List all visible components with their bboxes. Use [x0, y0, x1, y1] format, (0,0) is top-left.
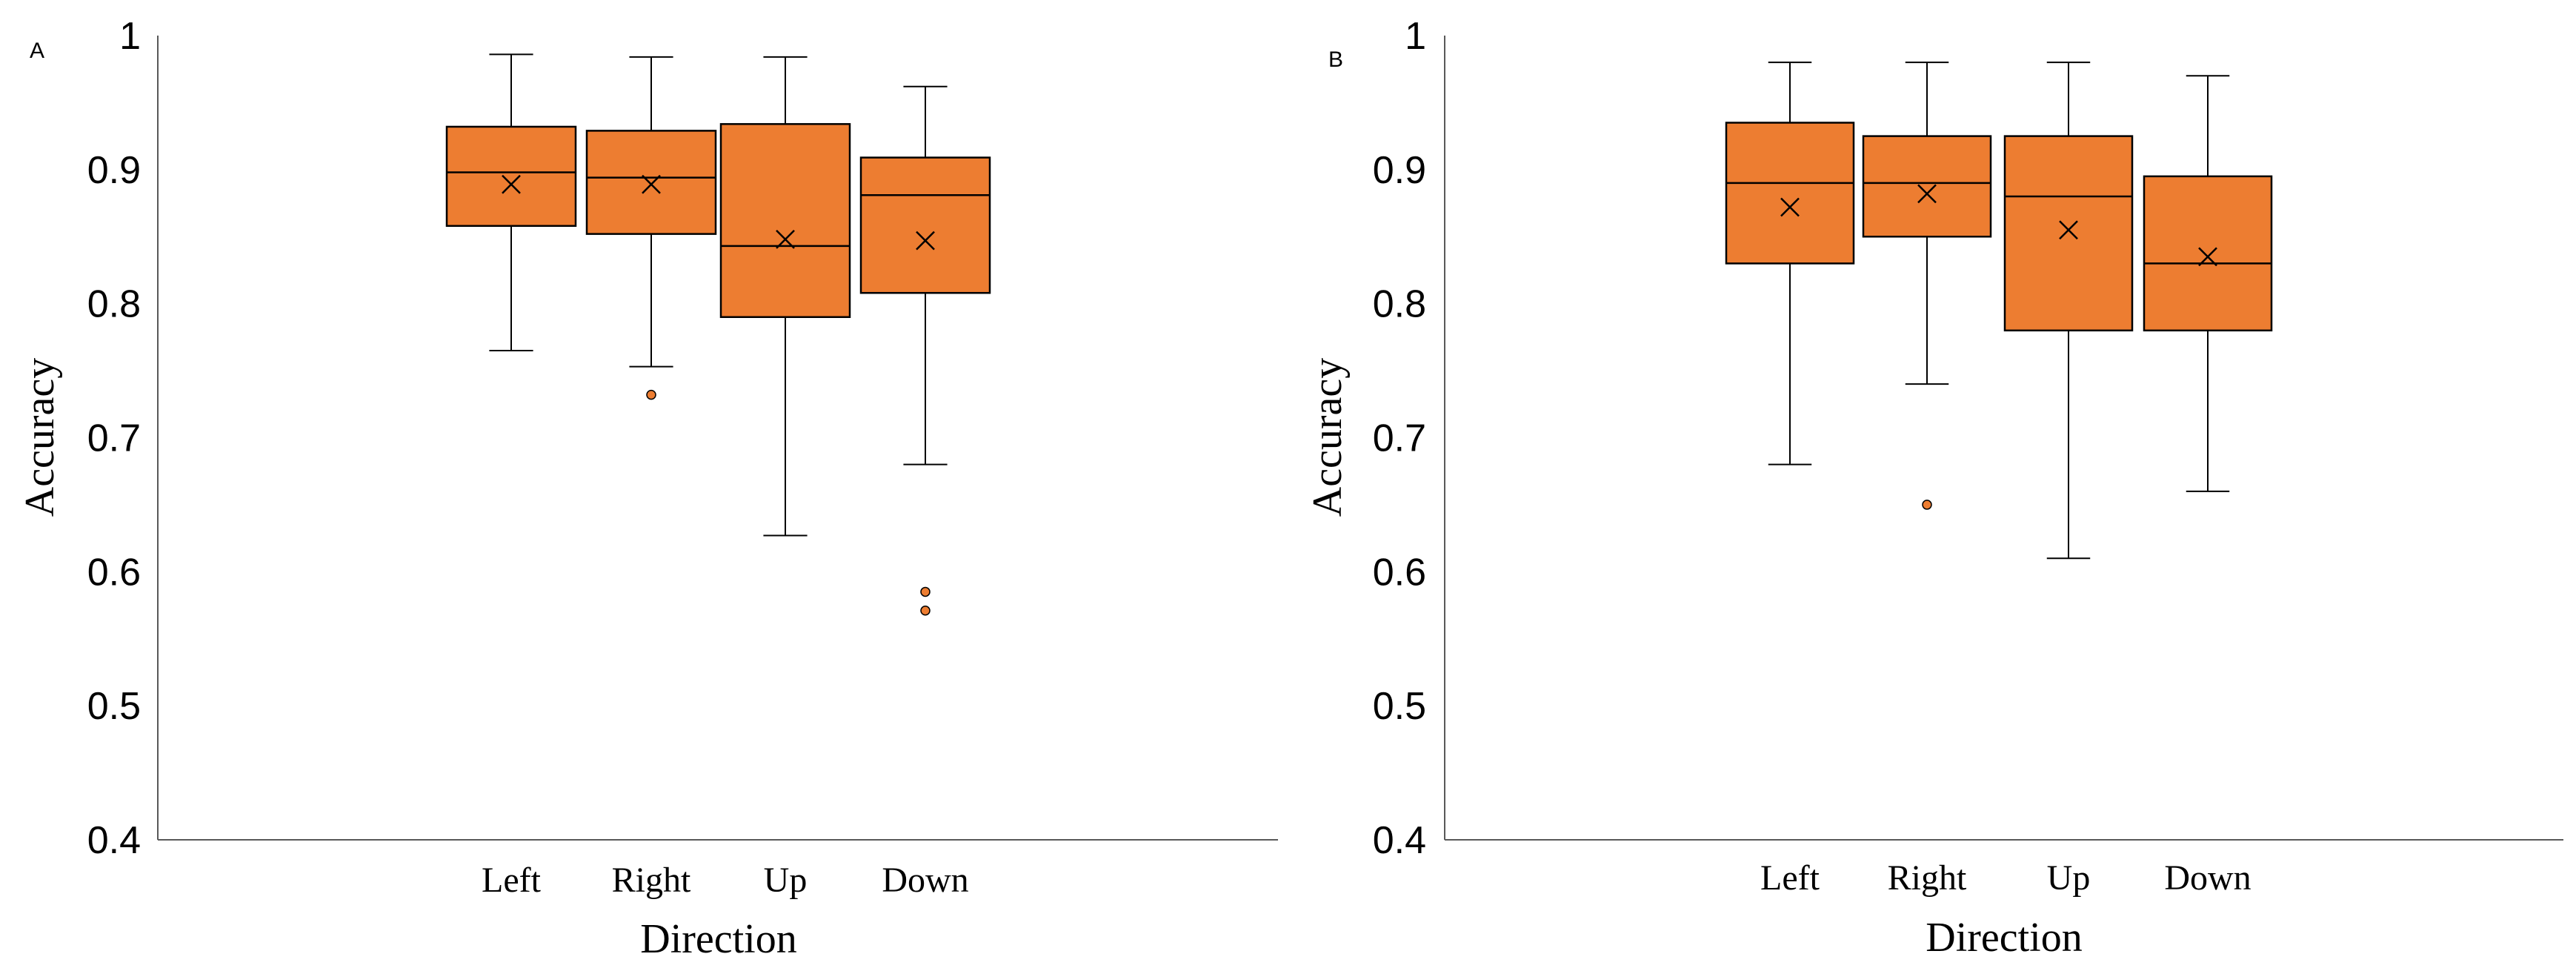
mean-marker	[2059, 220, 2078, 240]
y-tick-label-b: 0.8	[1373, 283, 1426, 326]
box-group-a-up	[719, 56, 851, 537]
mean-marker	[916, 231, 935, 251]
x-category-label-up: Up	[764, 861, 808, 900]
box-group-a-right	[585, 56, 717, 400]
box-group-a-left	[445, 53, 577, 351]
x-category-label-right: Right	[1888, 858, 1967, 898]
outlier-point	[1922, 500, 1932, 510]
panel-label-b: B	[1328, 47, 1343, 72]
mean-marker	[1917, 184, 1937, 204]
panel-a: A 0.4 0.5 0.6 0.7 0.8 0.9 1 Left Right Up Down Di…	[17, 15, 1278, 962]
y-tick-label-a: 0.4	[87, 819, 141, 862]
y-tick-label-a: 0.7	[87, 417, 141, 460]
y-axis-ticks-a: 0.4 0.5 0.6 0.7 0.8 0.9 1	[87, 15, 141, 862]
box-iqr	[2143, 175, 2273, 332]
y-tick-label-a: 0.6	[87, 551, 141, 594]
outlier-point	[646, 389, 656, 400]
box-group-b-right	[1862, 62, 1992, 510]
x-axis-title-a: Direction	[640, 916, 796, 962]
box-group-b-down	[2143, 75, 2273, 492]
box-group-b-up	[2003, 62, 2134, 560]
panel-label-a: A	[30, 39, 44, 63]
y-tick-label-a: 0.8	[87, 283, 141, 326]
mean-marker	[502, 174, 521, 194]
mean-marker	[1780, 197, 1800, 217]
box-group-a-down	[859, 85, 991, 616]
y-tick-label-b: 0.9	[1373, 149, 1426, 192]
x-category-label-down: Down	[2164, 858, 2251, 898]
x-category-label-down: Down	[882, 861, 968, 900]
y-axis-title-b: Accuracy	[1305, 358, 1351, 517]
y-tick-label-a: 1	[119, 15, 141, 58]
box-iqr	[445, 125, 577, 228]
x-axis-categories-b: Left Right Up Down	[1760, 858, 2251, 898]
mean-marker	[2198, 247, 2217, 267]
y-tick-label-b: 0.7	[1373, 417, 1426, 460]
outlier-point	[920, 586, 931, 597]
y-tick-label-b: 0.4	[1373, 819, 1426, 862]
x-axis-title-b: Direction	[1926, 915, 2082, 961]
mean-marker	[776, 229, 795, 249]
y-axis-ticks-b: 0.4 0.5 0.6 0.7 0.8 0.9 1	[1373, 15, 1426, 862]
box-iqr	[585, 130, 717, 235]
x-category-label-left: Left	[1760, 858, 1820, 898]
outlier-point	[920, 606, 931, 616]
mean-marker	[642, 174, 661, 194]
boxes-a	[445, 53, 991, 616]
box-iqr	[1862, 135, 1992, 238]
y-axis-title-a: Accuracy	[17, 358, 63, 517]
x-axis-categories-a: Left Right Up Down	[482, 861, 969, 900]
y-tick-label-b: 0.5	[1373, 685, 1426, 728]
box-iqr	[2003, 135, 2134, 332]
box-iqr	[719, 123, 851, 318]
boxes-b	[1725, 62, 2273, 560]
y-tick-label-a: 0.5	[87, 685, 141, 728]
x-category-label-right: Right	[612, 861, 691, 900]
box-iqr	[859, 156, 991, 294]
x-category-label-left: Left	[482, 861, 542, 900]
y-tick-label-a: 0.9	[87, 149, 141, 192]
y-tick-label-b: 1	[1405, 15, 1426, 58]
box-iqr	[1725, 122, 1855, 265]
y-tick-label-b: 0.6	[1373, 551, 1426, 594]
panel-b: B 0.4 0.5 0.6 0.7 0.8 0.9 1 Left Right Up Down Di…	[1305, 15, 2563, 961]
box-group-b-left	[1725, 62, 1855, 465]
x-category-label-up: Up	[2047, 858, 2091, 898]
